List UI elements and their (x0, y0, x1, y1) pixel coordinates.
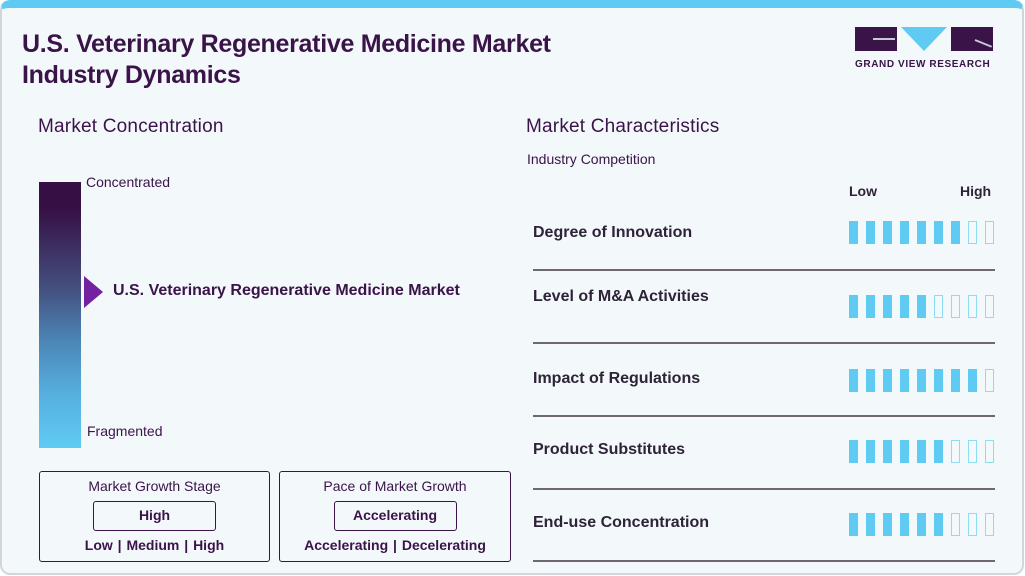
rating-bar-filled (951, 369, 960, 392)
market-concentration-title: Market Concentration (38, 116, 224, 137)
rating-bar-empty (985, 221, 994, 244)
rating-bar-empty (968, 221, 977, 244)
rating-bar-filled (934, 369, 943, 392)
growth-pace-value: Accelerating (333, 501, 457, 531)
growth-stage-title: Market Growth Stage (88, 478, 221, 494)
row-divider (533, 342, 995, 344)
market-characteristics-title: Market Characteristics (526, 116, 720, 137)
market-position-marker-icon (84, 276, 103, 308)
logo-g-icon (855, 27, 897, 51)
logo-r-icon (951, 27, 993, 51)
characteristic-row: Impact of Regulations (533, 362, 995, 434)
rating-bar-empty (968, 295, 977, 318)
rating-bar-empty (985, 440, 994, 463)
rating-bar-filled (900, 513, 909, 536)
scale-high-label: High (960, 183, 992, 199)
rating-bar-filled (849, 369, 858, 392)
rating-bar-filled (934, 440, 943, 463)
rating-bar-filled (866, 513, 875, 536)
fragmented-label: Fragmented (87, 423, 163, 439)
rating-bar-empty (951, 513, 960, 536)
growth-pace-options: Accelerating | Decelerating (304, 537, 486, 553)
rating-bar-filled (883, 295, 892, 318)
title-line-1: U.S. Veterinary Regenerative Medicine Ma… (22, 30, 551, 58)
rating-bar-filled (917, 295, 926, 318)
rating-bar-filled (934, 221, 943, 244)
row-divider (533, 269, 995, 271)
scale-low-label: Low (849, 183, 877, 199)
rating-bar-empty (985, 369, 994, 392)
characteristic-label: Product Substitutes (533, 441, 686, 458)
rating-bar-filled (849, 221, 858, 244)
row-divider (533, 488, 995, 490)
grand-view-research-logo: GRAND VIEW RESEARCH (855, 27, 1000, 87)
rating-bar-filled (866, 221, 875, 244)
growth-pace-title: Pace of Market Growth (323, 478, 467, 494)
rating-bars (849, 440, 994, 463)
characteristic-label: End-use Concentration (533, 514, 710, 531)
rating-bar-filled (883, 440, 892, 463)
rating-bar-empty (985, 295, 994, 318)
industry-competition-subtitle: Industry Competition (527, 151, 656, 167)
rating-bar-filled (951, 221, 960, 244)
market-position-label: U.S. Veterinary Regenerative Medicine Ma… (113, 282, 460, 299)
rating-bar-filled (883, 369, 892, 392)
logo-text: GRAND VIEW RESEARCH (855, 59, 991, 70)
growth-stage-value: High (93, 501, 216, 531)
rating-bar-empty (951, 440, 960, 463)
rating-bar-filled (900, 369, 909, 392)
characteristic-row: Level of M&A Activities (533, 288, 995, 360)
rating-bar-filled (866, 440, 875, 463)
row-divider (533, 415, 995, 417)
growth-stage-options: Low | Medium | High (84, 537, 225, 553)
rating-bar-empty (985, 513, 994, 536)
title-line-2: Industry Dynamics (22, 61, 241, 89)
characteristic-label: Level of M&A Activities (533, 288, 709, 305)
rating-bar-filled (883, 513, 892, 536)
row-divider (533, 560, 995, 562)
rating-bars (849, 513, 994, 536)
rating-bar-filled (917, 221, 926, 244)
rating-bar-filled (900, 221, 909, 244)
page-title: U.S. Veterinary Regenerative Medicine Ma… (22, 29, 551, 91)
rating-bar-filled (883, 221, 892, 244)
rating-bar-filled (934, 513, 943, 536)
rating-bars (849, 369, 994, 392)
rating-bar-filled (849, 513, 858, 536)
characteristic-label: Impact of Regulations (533, 370, 701, 387)
rating-bar-filled (849, 295, 858, 318)
rating-bar-filled (849, 440, 858, 463)
rating-bar-filled (917, 369, 926, 392)
characteristic-row: Product Substitutes (533, 433, 995, 505)
rating-bar-empty (934, 295, 943, 318)
rating-bar-filled (917, 513, 926, 536)
rating-bar-empty (951, 295, 960, 318)
rating-bar-filled (968, 369, 977, 392)
characteristic-label: Degree of Innovation (533, 224, 693, 241)
rating-bar-filled (866, 295, 875, 318)
rating-bar-filled (917, 440, 926, 463)
characteristic-row: Degree of Innovation (533, 216, 995, 288)
logo-v-icon (901, 27, 947, 51)
rating-bars (849, 221, 994, 244)
market-growth-stage-box: Market Growth Stage High Low | Medium | … (39, 471, 270, 562)
rating-bar-filled (866, 369, 875, 392)
concentrated-label: Concentrated (86, 174, 171, 190)
concentration-gradient-bar (39, 182, 81, 448)
characteristic-row: End-use Concentration (533, 506, 995, 573)
rating-bars (849, 295, 994, 318)
pace-of-market-growth-box: Pace of Market Growth Accelerating Accel… (279, 471, 511, 562)
rating-bar-empty (968, 440, 977, 463)
rating-bar-filled (900, 295, 909, 318)
rating-bar-filled (900, 440, 909, 463)
rating-bar-empty (968, 513, 977, 536)
